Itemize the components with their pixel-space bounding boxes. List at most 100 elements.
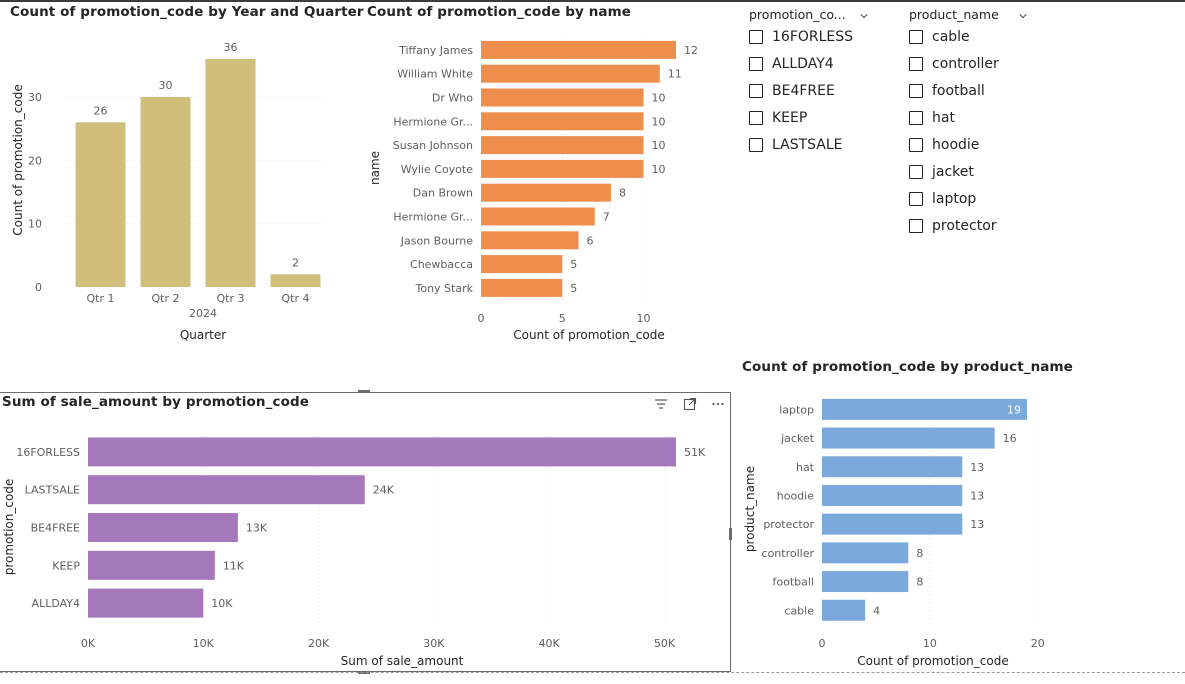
y-tick-label: Dr Who bbox=[432, 92, 473, 105]
y-axis-title: product_name bbox=[743, 466, 757, 552]
data-label: 11K bbox=[223, 559, 245, 572]
y-tick-label: Wylie Coyote bbox=[401, 163, 474, 176]
checkbox[interactable] bbox=[909, 111, 923, 125]
y-tick-label: LASTSALE bbox=[25, 484, 80, 497]
y-tick-label: BE4FREE bbox=[31, 522, 80, 535]
bar bbox=[88, 437, 676, 467]
data-label: 10 bbox=[652, 115, 666, 128]
slicer-item-label: jacket bbox=[932, 164, 974, 180]
checkbox[interactable] bbox=[749, 57, 763, 71]
y-axis-title: name bbox=[368, 151, 382, 185]
slicer-item-label: LASTSALE bbox=[772, 137, 843, 153]
checkbox[interactable] bbox=[909, 138, 923, 152]
focus-mode-icon[interactable] bbox=[683, 397, 697, 411]
sale-amount-chart-visual[interactable]: Sum of sale_amount by promotion_code 0K 1… bbox=[0, 0, 731, 684]
slicer-item[interactable]: ALLDAY4 bbox=[749, 54, 834, 74]
quarter-chart-visual[interactable]: Count of promotion_code by Year and Quar… bbox=[0, 0, 364, 350]
checkbox[interactable] bbox=[909, 219, 923, 233]
x-axis-title: Quarter bbox=[180, 328, 226, 342]
data-label: 26 bbox=[94, 104, 108, 117]
bar bbox=[481, 207, 595, 226]
chart-title: Sum of sale_amount by promotion_code bbox=[2, 394, 309, 410]
chart-title: Count of promotion_code by product_name bbox=[742, 359, 1073, 375]
canvas-top-border bbox=[0, 0, 1185, 2]
y-tick-label: Chewbacca bbox=[410, 258, 473, 271]
y-tick-label: controller bbox=[762, 547, 815, 560]
x-tick-label: 5 bbox=[559, 312, 566, 325]
quarter-chart-svg: 0 10 20 30 26 Qtr 1 30 Qtr 2 36 Qtr 3 2 Qtr 4 2024 Qu… bbox=[11, 41, 327, 342]
y-axis-title: promotion_code bbox=[2, 479, 16, 576]
slicer-item-label: 16FORLESS bbox=[772, 29, 854, 45]
y-tick-label: hoodie bbox=[777, 489, 814, 502]
promotion-code-slicer[interactable]: promotion_co... 16FORLESS ALLDAY4 BE4FREE K… bbox=[749, 7, 879, 167]
bar bbox=[481, 278, 563, 297]
data-label: 7 bbox=[603, 211, 610, 224]
bar bbox=[481, 183, 611, 202]
slicer-item-label: BE4FREE bbox=[772, 83, 835, 99]
y-tick-label: protector bbox=[763, 518, 814, 531]
slicer-item[interactable]: 16FORLESS bbox=[749, 27, 853, 47]
name-chart-svg: 0 5 10 Tiffany James 12 William White 11 Dr Who… bbox=[368, 38, 698, 342]
slicer-item[interactable]: LASTSALE bbox=[749, 135, 843, 155]
resize-handle-right[interactable] bbox=[729, 528, 732, 540]
checkbox[interactable] bbox=[749, 138, 763, 152]
resize-handle-top[interactable] bbox=[358, 390, 370, 393]
slicer-header: product_name bbox=[909, 7, 999, 22]
bar bbox=[481, 255, 563, 274]
bar bbox=[822, 599, 866, 621]
y-tick-label: 16FORLESS bbox=[16, 446, 80, 459]
bar bbox=[481, 88, 644, 107]
y-tick-label: KEEP bbox=[52, 559, 80, 572]
y-tick-label: ALLDAY4 bbox=[32, 597, 80, 610]
data-label: 2 bbox=[292, 256, 299, 269]
checkbox[interactable] bbox=[749, 30, 763, 44]
bar bbox=[822, 542, 909, 564]
bar bbox=[270, 274, 321, 287]
y-tick-label: 20 bbox=[28, 154, 42, 167]
x-tick-label: Qtr 2 bbox=[152, 292, 180, 305]
slicer-item-label: hat bbox=[932, 110, 955, 126]
data-label: 8 bbox=[619, 187, 626, 200]
checkbox[interactable] bbox=[909, 30, 923, 44]
y-tick-label: 0 bbox=[35, 281, 42, 294]
filter-icon[interactable] bbox=[654, 397, 668, 411]
sale-amount-chart-svg: 0K 10K 20K 30K 40K 50K 16FORLESS 51K LASTSALE 24K… bbox=[2, 433, 706, 668]
slicer-item[interactable]: laptop bbox=[909, 189, 976, 209]
slicer-item[interactable]: hat bbox=[909, 108, 955, 128]
chevron-down-icon[interactable] bbox=[1019, 12, 1027, 20]
slicer-item[interactable]: BE4FREE bbox=[749, 81, 835, 101]
bar bbox=[88, 513, 238, 542]
x-tick-label: 10K bbox=[193, 637, 215, 650]
bar bbox=[481, 136, 644, 155]
x-tick-label: 0 bbox=[819, 637, 826, 650]
data-label: 10K bbox=[211, 597, 233, 610]
slicer-item[interactable]: football bbox=[909, 81, 985, 101]
name-chart-visual[interactable]: Count of promotion_code by name 0 5 10 Tiff… bbox=[0, 0, 700, 350]
slicer-item[interactable]: jacket bbox=[909, 162, 974, 182]
slicer-item[interactable]: controller bbox=[909, 54, 999, 74]
y-tick-label: 30 bbox=[28, 91, 42, 104]
slicer-item[interactable]: KEEP bbox=[749, 108, 807, 128]
bar bbox=[481, 231, 579, 250]
chevron-down-icon[interactable] bbox=[860, 12, 868, 20]
data-label: 6 bbox=[587, 234, 594, 247]
checkbox[interactable] bbox=[909, 192, 923, 206]
checkbox[interactable] bbox=[749, 84, 763, 98]
y-tick-label: cable bbox=[784, 604, 814, 617]
chart-title: Count of promotion_code by Year and Quar… bbox=[10, 4, 364, 20]
bar bbox=[88, 588, 204, 618]
bar bbox=[822, 513, 963, 535]
checkbox[interactable] bbox=[909, 57, 923, 71]
chart-title: Count of promotion_code by name bbox=[367, 4, 632, 20]
data-label: 13 bbox=[970, 461, 984, 474]
slicer-item[interactable]: protector bbox=[909, 216, 997, 236]
slicer-item[interactable]: cable bbox=[909, 27, 970, 47]
checkbox[interactable] bbox=[749, 111, 763, 125]
more-options-icon[interactable] bbox=[711, 397, 725, 411]
checkbox[interactable] bbox=[909, 84, 923, 98]
slicer-item[interactable]: hoodie bbox=[909, 135, 979, 155]
checkbox[interactable] bbox=[909, 165, 923, 179]
x-axis-title: Sum of sale_amount bbox=[341, 654, 464, 668]
product-name-slicer[interactable]: product_name cable controller football hat h… bbox=[909, 7, 1039, 247]
